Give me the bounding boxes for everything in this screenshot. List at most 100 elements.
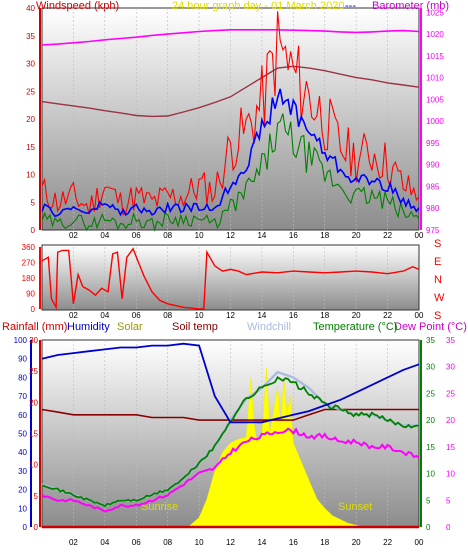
humidity-line [41,342,420,424]
legend-windchill: Windchill [247,321,291,333]
panel2-x-tick-label: 00 [415,311,424,320]
windspeed-axis-label: Windspeed (kph) [36,0,119,12]
panel3-x-tick-label: 12 [226,538,235,547]
legend-temperature: Temperature (°C) [313,321,397,333]
barometer-line [41,28,420,46]
panel1-x-tick-label: 02 [69,231,78,240]
direction-tick-label: 270 [22,259,36,268]
panel3-x-tick-label: 10 [195,538,204,547]
barometer-tick-label: 1015 [426,52,444,61]
chart-title: 24 hour graph day - 01 March 2020 [172,0,344,12]
panel2-x-tick-label: 12 [226,311,235,320]
panel2-x-tick-label: 02 [69,311,78,320]
windspeed-tick-label: 35 [26,32,35,41]
windspeed-tick-label: 30 [26,60,35,69]
wind-gust-line [41,11,420,216]
panel2-x-tick-label: 10 [195,311,204,320]
compass-label: E [434,256,441,268]
panel2-x-tick-label: 22 [383,311,392,320]
wind-direction-line [41,247,420,310]
windspeed-tick-label: 5 [31,198,36,207]
panel1-x-tick-label: 12 [226,231,235,240]
rain-tick-label: 15 [29,430,38,439]
rain-tick-label: 10 [29,461,38,470]
rain-tick-label: 0 [34,523,39,532]
panel1-x-tick-label: 16 [289,231,298,240]
humidity-tick-label: 40 [18,448,27,457]
barometer-tick-label: 975 [426,226,440,235]
panel1-x-tick-label: 18 [320,231,329,240]
solar-area [187,368,365,528]
sunset-label: Sunset [338,501,372,513]
dewpoint-tick-label: 10 [446,470,455,479]
panel2-x-tick-label: 06 [132,311,141,320]
panel3-x-tick-label: 02 [69,538,78,547]
panel3-x-tick-label: 16 [289,538,298,547]
windspeed-tick-label: 10 [26,171,35,180]
panel1-x-tick-label: 10 [195,231,204,240]
legend-soil-temp: Soil temp [172,321,218,333]
panel1-x-tick-label: 00 [415,231,424,240]
barometer-tick-label: 980 [426,204,440,213]
panel1-x-tick-label: 22 [383,231,392,240]
panel1-x-tick-label: 14 [257,231,266,240]
dewpoint-tick-label: 20 [446,416,455,425]
humidity-tick-label: 30 [18,467,27,476]
panel1-x-tick-label: 04 [100,231,109,240]
barometer-axis-label: Barometer (mb) [372,0,449,12]
chart-title-suffix: --- [345,0,356,12]
compass-label: S [434,310,441,322]
sunrise-label: Sunrise [141,501,178,513]
compass-label: S [434,238,441,250]
barometer-trend-line [41,65,420,118]
temperature-tick-label: 5 [426,496,431,505]
direction-tick-label: 90 [26,290,35,299]
legend-humidity: Humidity [67,321,110,333]
barometer-tick-label: 1005 [426,95,444,104]
dewpoint-tick-label: 35 [446,336,455,345]
humidity-tick-label: 90 [18,355,27,364]
temperature-tick-label: 35 [426,336,435,345]
panel2-x-tick-label: 20 [352,311,361,320]
humidity-tick-label: 50 [18,430,27,439]
panel3-x-tick-label: 14 [257,538,266,547]
panel1-x-tick-label: 08 [163,231,172,240]
windspeed-tick-label: 25 [26,87,35,96]
humidity-tick-label: 70 [18,392,27,401]
humidity-tick-label: 60 [18,411,27,420]
panel3-x-tick-label: 06 [132,538,141,547]
barometer-tick-label: 1020 [426,30,444,39]
panel2-x-tick-label: 14 [257,311,266,320]
dewpoint-tick-label: 0 [446,523,451,532]
panel2-x-tick-label: 16 [289,311,298,320]
temperature-tick-label: 15 [426,443,435,452]
temperature-tick-label: 0 [426,523,431,532]
dewpoint-tick-label: 15 [446,443,455,452]
rain-tick-label: 25 [29,367,38,376]
humidity-tick-label: 20 [18,486,27,495]
humidity-tick-label: 10 [18,504,27,513]
humidity-tick-label: 80 [18,373,27,382]
rain-tick-label: 30 [29,336,38,345]
wind-average-line [41,88,420,218]
direction-tick-label: 180 [22,274,36,283]
direction-tick-label: 360 [22,243,36,252]
temperature-tick-label: 20 [426,416,435,425]
panel3-x-tick-label: 08 [163,538,172,547]
windspeed-tick-label: 20 [26,115,35,124]
humidity-tick-label: 100 [14,336,28,345]
barometer-tick-label: 1010 [426,74,444,83]
panel3-x-tick-label: 18 [320,538,329,547]
wind-low-line [41,113,420,232]
barometer-tick-label: 985 [426,182,440,191]
barometer-tick-label: 995 [426,139,440,148]
windspeed-tick-label: 0 [31,226,36,235]
panel2-x-tick-label: 08 [163,311,172,320]
panel3-x-tick-label: 00 [415,538,424,547]
panel1-x-tick-label: 20 [352,231,361,240]
rain-tick-label: 20 [29,398,38,407]
legend-solar: Solar [117,321,143,333]
dewpoint-tick-label: 5 [446,496,451,505]
